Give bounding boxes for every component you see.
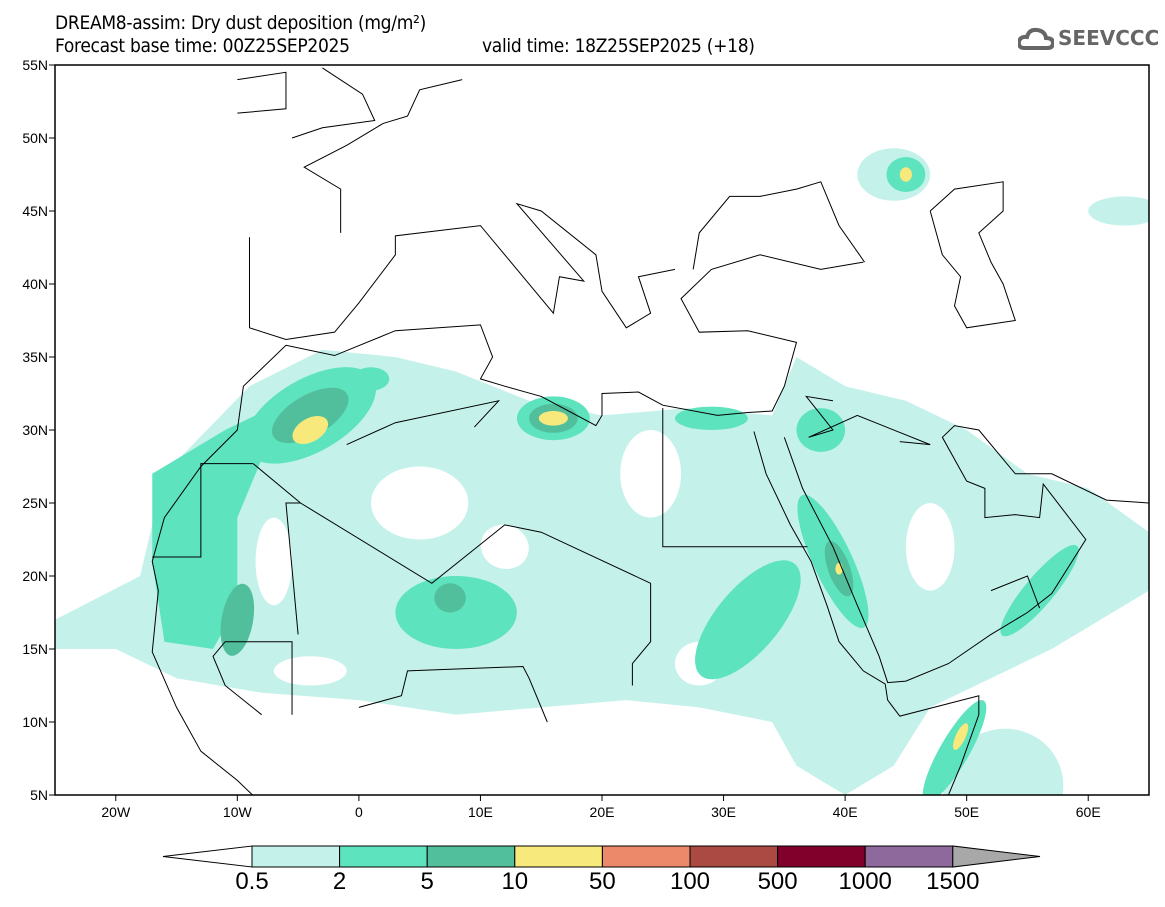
lat-tick-label: 50N [22,130,48,146]
no-dust-area [480,524,529,569]
lon-tick-label: 20E [590,804,615,820]
border [152,463,254,558]
border [346,399,501,446]
logo-text: SEEVCCC [1058,26,1160,50]
border [285,502,301,635]
legend-swatch [601,845,691,868]
border [662,408,808,548]
dust-level-2-5 [1000,544,1079,637]
dust-level-2-5 [695,560,801,680]
legend-label: 100 [669,868,711,895]
legend-swatch [339,845,428,868]
no-dust-area [620,430,681,518]
no-dust-area [1003,386,1125,474]
legend-label: 50 [589,868,616,895]
lat-tick-label: 35N [22,349,48,365]
no-dust-area [255,517,293,606]
lat-tick-label: 55N [22,57,48,73]
legend-label: 1000 [838,868,892,895]
lon-tick-label: 20W [101,804,131,820]
lon-tick-label: 50E [954,804,979,820]
base-time: Forecast base time: 00Z25SEP2025 [55,35,350,57]
dust-fields [55,67,1149,795]
dust-level-2-5 [922,700,987,795]
lon-tick-label: 40E [833,804,858,820]
coastline [303,79,463,233]
lat-tick-label: 20N [22,568,48,584]
legend-label: 1500 [926,868,980,895]
border [990,575,1041,609]
coastline [237,71,287,114]
dust-level-2-5 [674,406,748,430]
border [212,641,293,716]
dust-level-10-50 [899,167,912,182]
dust-level-2-5 [352,367,390,391]
lon-tick-label: 10W [223,804,253,820]
legend-swatch [251,845,341,868]
legend-label: 10 [501,868,529,895]
lon-tick-label: 10E [468,804,493,820]
coastline [929,181,1016,329]
border [252,463,652,686]
dust-level-0.5-2 [942,728,1064,795]
lat-tick-label: 10N [22,714,48,730]
lat-tick-label: 45N [22,203,48,219]
coastline [248,202,676,340]
legend-swatch [689,845,779,868]
seevccc-logo: SEEVCCC [1018,26,1159,50]
dust-level-5-10 [272,387,349,444]
legend-label: 0.5 [235,868,269,895]
lat-tick-label: 15N [22,641,48,657]
dust-level-2-5 [395,576,517,649]
coastline [151,254,864,795]
lon-tick-label: 0 [355,804,363,820]
legend-swatch [777,845,866,868]
legend-label: 500 [757,868,798,895]
lat-tick-label: 5N [30,787,48,803]
legend-swatch [514,845,603,868]
no-dust-area [273,656,347,686]
lat-tick-label: 40N [22,276,48,292]
lon-tick-label: 60E [1076,804,1101,820]
coastline [692,181,865,270]
no-dust-area [905,503,955,591]
valid-time: valid time: 18Z25SEP2025 (+18) [482,35,755,57]
legend-swatch [864,845,954,868]
legend-over-arrow [952,845,1041,868]
cloud-icon [1018,27,1054,50]
legend-label: 2 [332,868,347,895]
dust-level-5-10 [434,583,466,613]
dust-level-0.5-2 [1088,196,1149,226]
dust-level-5-10 [220,583,255,656]
dust-level-10-50 [953,723,969,750]
dust-level-10-50 [292,415,329,445]
lat-tick-label: 30N [22,422,48,438]
dust-level-2-5 [152,378,335,649]
dust-level-2-5 [796,408,846,452]
coastline [783,425,1149,684]
legend-label: 5 [420,868,434,895]
dust-level-10-50 [538,411,568,426]
no-dust-area [371,466,469,540]
lon-tick-label: 30E [711,804,736,820]
coastline [291,67,376,139]
legend-swatch [426,845,516,868]
border [358,666,548,723]
lat-tick-label: 25N [22,495,48,511]
legend-under-arrow [162,845,253,868]
coastline [753,431,980,795]
border [805,395,931,446]
dust-level-0.5-2 [55,349,1149,795]
figure-title: DREAM8-assim: Dry dust deposition (mg/m²… [55,12,426,34]
